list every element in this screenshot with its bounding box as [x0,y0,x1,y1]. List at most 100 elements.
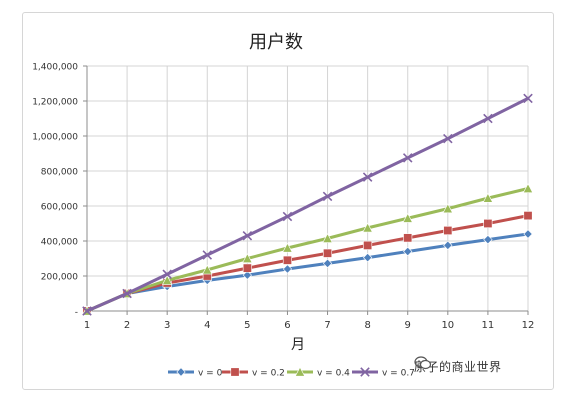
marker-stroke [242,230,253,241]
data-point [403,233,413,243]
y-tick-label: - [75,308,78,318]
x-tick-label: 1 [84,320,90,331]
series-line [85,96,530,313]
series-v-0-2 [82,211,533,316]
data-point [322,191,333,202]
watermark: 原子的商业世界 [414,356,502,376]
series-line [85,214,530,313]
marker-stroke [360,367,370,377]
data-point [322,233,333,243]
data-point [202,250,213,260]
marker-stroke [282,211,293,222]
series-line [85,232,530,313]
data-point [363,253,373,263]
x-tick-label: 3 [164,320,170,331]
data-point [162,269,172,280]
data-point [483,113,493,124]
data-point [82,306,92,316]
data-point [362,222,373,233]
y-tick-label: 800,000 [41,168,78,178]
data-point [282,264,293,274]
wechat-icon [414,356,432,370]
marker-stroke [362,172,373,182]
legend-item: v = 0.2 [222,367,285,379]
y-tick-label: 1,200,000 [32,98,78,108]
y-tick-label: 1,400,000 [32,63,78,73]
data-point [242,230,253,241]
x-tick-label: 11 [482,320,495,331]
data-point [482,192,494,203]
data-point [523,211,533,221]
legend-marker [294,366,306,377]
legend-label: v = 0 [198,369,223,379]
series-lines [81,93,534,316]
data-point [161,275,173,285]
legend-item: v = 0.4 [287,366,350,379]
marker-stroke [122,288,132,299]
data-point [282,242,293,253]
watermark-text: 原子的商业世界 [414,359,502,374]
y-axis-ticks: - 200,000 400,000 600,000 800,000 1,000,000 1,… [32,63,87,318]
data-point [483,234,493,245]
x-axis-label: 月 [291,337,305,353]
legend-label: v = 0.2 [252,369,285,379]
data-point [522,183,534,193]
series-v-0-7 [82,93,533,316]
x-tick-label: 6 [284,320,290,331]
marker-stroke [402,153,413,163]
x-tick-label: 4 [204,320,210,331]
gridlines [87,65,529,311]
x-tick-label: 5 [244,320,250,331]
legend-label: v = 0.4 [317,369,350,379]
data-point [443,226,453,236]
data-point [242,253,253,264]
data-point [483,219,493,229]
legend-marker [230,367,240,377]
legend-item: v = 0.7 [352,367,415,379]
x-axis-ticks: 1 2 3 4 5 6 7 8 9 10 11 12 [84,311,534,331]
y-tick-label: 200,000 [41,273,78,283]
data-point [362,172,373,182]
marker-stroke [322,191,333,202]
data-point [322,258,333,269]
chart-title: 用户数 [249,32,303,53]
data-point [242,263,252,273]
data-point [402,153,413,163]
data-point [443,133,453,144]
y-tick-label: 1,000,000 [32,133,78,143]
legend-item: v = 0 [168,367,223,379]
data-point [202,264,213,275]
legend: v = 0 v = 0.2 v = 0.4 v = 0.7 [168,366,415,379]
chart-frame [22,12,554,390]
data-point [523,229,533,239]
data-point [402,212,413,223]
x-tick-label: 2 [124,320,130,331]
legend-label: v = 0.7 [382,369,415,379]
data-point [323,248,333,258]
legend-marker [176,367,186,377]
marker-stroke [523,93,533,104]
series-line [85,187,530,313]
marker-stroke [82,306,92,316]
x-tick-label: 9 [405,320,411,331]
data-point [242,270,252,280]
marker-stroke [162,269,172,280]
data-point [442,203,454,214]
data-point [403,246,413,257]
data-point [523,93,533,104]
marker-stroke [443,133,453,144]
marker-stroke [202,250,213,260]
data-point [282,211,293,222]
y-tick-label: 400,000 [41,238,78,248]
x-tick-label: 7 [324,320,330,331]
marker-stroke [483,113,493,124]
axes [86,66,528,312]
data-point [443,240,453,250]
x-tick-label: 8 [364,320,370,331]
data-point [363,240,373,250]
x-tick-label: 10 [441,320,454,331]
legend-marker [360,367,370,377]
y-tick-label: 600,000 [41,203,78,213]
data-point [122,288,132,299]
